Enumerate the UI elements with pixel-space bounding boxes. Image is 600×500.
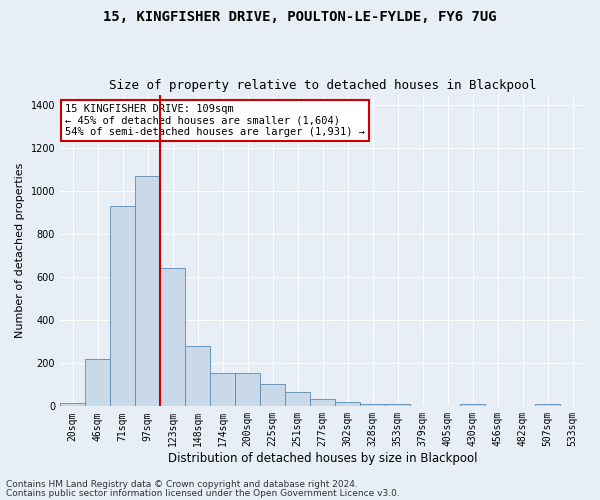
Bar	[160, 268, 185, 406]
Bar	[135, 176, 160, 406]
Bar	[235, 373, 260, 406]
Y-axis label: Number of detached properties: Number of detached properties	[15, 163, 25, 338]
Bar	[185, 346, 210, 406]
Bar	[535, 404, 560, 406]
Bar	[360, 404, 385, 406]
Bar	[285, 392, 310, 406]
Bar	[385, 404, 410, 406]
Bar	[260, 384, 285, 406]
Text: 15, KINGFISHER DRIVE, POULTON-LE-FYLDE, FY6 7UG: 15, KINGFISHER DRIVE, POULTON-LE-FYLDE, …	[103, 10, 497, 24]
Text: Contains HM Land Registry data © Crown copyright and database right 2024.: Contains HM Land Registry data © Crown c…	[6, 480, 358, 489]
Bar	[335, 402, 360, 406]
Text: 15 KINGFISHER DRIVE: 109sqm
← 45% of detached houses are smaller (1,604)
54% of : 15 KINGFISHER DRIVE: 109sqm ← 45% of det…	[65, 104, 365, 137]
Bar	[85, 359, 110, 406]
Bar	[60, 403, 85, 406]
Text: Contains public sector information licensed under the Open Government Licence v3: Contains public sector information licen…	[6, 488, 400, 498]
Title: Size of property relative to detached houses in Blackpool: Size of property relative to detached ho…	[109, 79, 536, 92]
X-axis label: Distribution of detached houses by size in Blackpool: Distribution of detached houses by size …	[168, 452, 477, 465]
Bar	[460, 404, 485, 406]
Bar	[310, 399, 335, 406]
Bar	[210, 373, 235, 406]
Bar	[110, 206, 135, 406]
